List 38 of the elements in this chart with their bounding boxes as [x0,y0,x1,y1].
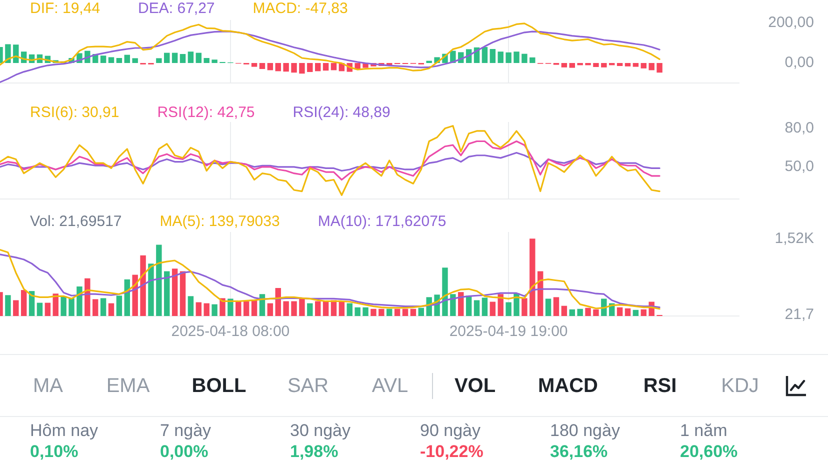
category-label: 90 ngày [420,420,482,441]
text: 0,10% [30,442,78,461]
category-label: Hôm nay [30,420,98,441]
text: RSI(12): 42,75 [157,104,255,122]
text: 1,98% [290,442,338,461]
y-tick-label: 0,00 [784,54,814,72]
category-label: 1 năm [680,420,728,441]
text: KDJ [721,374,759,398]
category-label: 180 ngày [550,420,620,441]
text: 20,60% [680,442,738,461]
y-tick-label: 50,0 [784,158,814,176]
x-tick-label: 2025-04-19 19:00 [449,323,568,340]
text: MA(10): 171,62075 [318,213,446,231]
category-label: 7 ngày [160,420,212,441]
text: 36,16% [550,442,608,461]
x-tick-label: 2025-04-18 08:00 [171,323,290,340]
text: MACD: -47,83 [252,0,348,18]
y-tick-label: 80,0 [784,120,814,137]
text: RSI(24): 48,89 [292,104,390,122]
text: MA(5): 139,79033 [160,213,280,231]
text: VOL [454,374,496,398]
text: BOLL [192,374,246,398]
legend-title: Vol: 21,69517 [30,213,122,231]
y-tick-label: 1,52K [774,230,814,247]
series-label: RSI(6): 30,91 [30,104,120,122]
series-label: DEA: 67,27 [138,0,215,18]
y-tick-label: 21,7 [784,306,814,324]
text: MA [33,374,63,398]
text: RSI [643,374,677,398]
text: 0,00% [160,442,208,461]
text: EMA [106,374,150,398]
category-label: 30 ngày [290,420,350,441]
text: AVL [372,374,408,398]
text: MACD [538,374,598,398]
series-label: DIF: 19,44 [30,0,100,18]
text: SAR [287,374,329,398]
text: -10,22% [420,442,484,461]
y-tick-label: 200,00 [768,14,814,32]
